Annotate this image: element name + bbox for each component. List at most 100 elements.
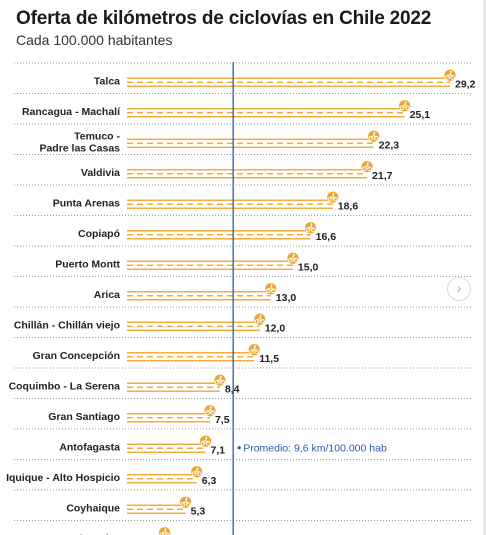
cyclist-icon-bg [204, 405, 216, 417]
cyclist-icon-wheel [200, 440, 206, 446]
average-label: Promedio: 9,6 km/100.000 hab [243, 442, 387, 454]
category-label-line: Valdivia [81, 167, 120, 179]
cyclist-icon [444, 69, 456, 81]
cyclist-icon-bg [368, 130, 380, 142]
average-marker-dot [237, 446, 241, 450]
cyclist-icon-frame [267, 285, 274, 292]
cyclist-icon-wheel [254, 349, 260, 355]
bar-group: Antofagasta 7,1 [59, 435, 225, 456]
cyclist-icon-frame [251, 346, 258, 353]
cyclist-icon-frame [216, 376, 223, 383]
cyclist-icon-head [185, 497, 188, 500]
cyclist-icon [327, 191, 339, 203]
cyclist-icon-bg [180, 496, 192, 508]
cyclist-icon-wheel [196, 471, 202, 477]
cyclist-icon-wheel [450, 74, 455, 80]
cyclist-icon-head [270, 284, 273, 287]
cyclist-icon-wheel [271, 288, 276, 294]
cyclist-icon-frame [256, 315, 263, 322]
cyclist-icon-wheel [445, 74, 450, 80]
category-label-line: Arica [94, 289, 120, 301]
cyclist-icon-head [366, 162, 369, 165]
cyclist-icon-bg [361, 161, 373, 173]
cyclist-icon-frame [193, 468, 200, 475]
cyclist-icon [180, 496, 192, 508]
category-label: Coquimbo - La Serena [9, 380, 121, 392]
cyclist-icon-wheel [249, 349, 254, 355]
chevron-right-icon[interactable]: › [447, 277, 471, 301]
cyclist-icon-frame [202, 437, 209, 444]
cyclist-icon-wheel [214, 379, 220, 385]
cyclist-icon [368, 130, 380, 142]
value-label: 15,0 [298, 261, 319, 273]
category-label-line: Coyhaique [66, 502, 120, 514]
cyclist-icon-frame [307, 224, 314, 231]
cyclist-icon-bg [199, 435, 212, 447]
cyclist-icon-wheel [191, 471, 197, 477]
cyclist-icon [199, 435, 212, 447]
bar-group: Talca 29,2 [94, 69, 476, 90]
bar-group: Punta Arenas 18,6 [53, 191, 358, 212]
cyclist-icon-head [219, 375, 222, 378]
cyclist-icon-head [292, 253, 295, 256]
cyclist-icon-head [449, 70, 452, 73]
cyclist-icon-bg [399, 100, 411, 112]
cyclist-icon-head [209, 406, 212, 409]
cyclist-icon-wheel [185, 501, 191, 507]
cyclist-icon-bg [214, 374, 226, 386]
category-label: Talca [94, 75, 120, 87]
value-label: 12,0 [265, 322, 286, 334]
cyclist-icon-frame [182, 498, 189, 505]
category-label: Punta Arenas [53, 197, 120, 209]
cyclist-icon [204, 405, 216, 417]
cyclist-icon-head [332, 192, 335, 195]
bar-group: Temuco -Padre las Casas 22,3 [39, 130, 399, 154]
cyclist-icon-wheel [399, 105, 405, 111]
cyclist-icon-wheel [327, 196, 333, 202]
category-label: Iquique - Alto Hospicio [6, 472, 120, 484]
bar-group: Valdivia 21,7 [81, 161, 393, 182]
value-label: 25,1 [410, 109, 431, 121]
cyclist-icon-head [196, 467, 199, 470]
cyclist-icon-wheel [362, 166, 367, 172]
cyclist-icon-wheel [332, 196, 338, 202]
cyclist-icon-frame [289, 254, 296, 261]
category-label: Valdivia [81, 167, 120, 179]
category-label-line: Coquimbo - La Serena [9, 380, 121, 392]
bar-group: Gran Concepción 11,5 [32, 344, 279, 365]
cyclist-icon [191, 466, 203, 478]
category-label-line: Chillán - Chillán viejo [14, 319, 120, 331]
value-label: 16,6 [316, 231, 337, 243]
cyclist-icon-frame [161, 529, 168, 535]
category-label: Rancagua - Machalí [22, 106, 121, 118]
cyclist-icon-head [404, 101, 407, 104]
cyclist-icon [265, 283, 277, 295]
bar-group: Rancagua - Machalí 25,1 [22, 100, 430, 121]
cyclist-icon [361, 161, 373, 173]
value-label: 29,2 [455, 78, 476, 90]
cyclist-icon [214, 374, 226, 386]
bar-group: Puerto Montt 15,0 [55, 252, 319, 273]
cyclist-icon [399, 100, 411, 112]
cyclist-icon-bg [327, 191, 339, 203]
cyclist-icon-head [254, 345, 256, 348]
bar-group: Coquimbo - La Serena 8,4 [9, 374, 240, 395]
cyclist-icon-wheel [305, 227, 311, 233]
cyclist-icon-wheel [404, 105, 410, 111]
cyclist-icon-frame [329, 193, 336, 200]
category-label-line: Gran Santiago [48, 411, 120, 423]
cyclist-icon-wheel [368, 135, 374, 141]
cyclist-icon-head [259, 314, 262, 317]
cyclist-icon [159, 527, 171, 535]
cyclist-icon-wheel [220, 379, 225, 385]
cyclist-icon [287, 252, 299, 264]
value-label: 7,5 [215, 414, 230, 426]
category-label: Gran Santiago [48, 411, 120, 423]
cyclist-icon-head [373, 131, 376, 134]
category-label: Copiapó [78, 228, 120, 240]
value-label: 8,4 [225, 383, 240, 395]
bar-group: Arica 13,0 [94, 283, 296, 304]
category-label-line: Temuco - [74, 130, 120, 142]
cyclist-icon-wheel [259, 318, 265, 324]
cyclist-icon-frame [364, 163, 370, 170]
